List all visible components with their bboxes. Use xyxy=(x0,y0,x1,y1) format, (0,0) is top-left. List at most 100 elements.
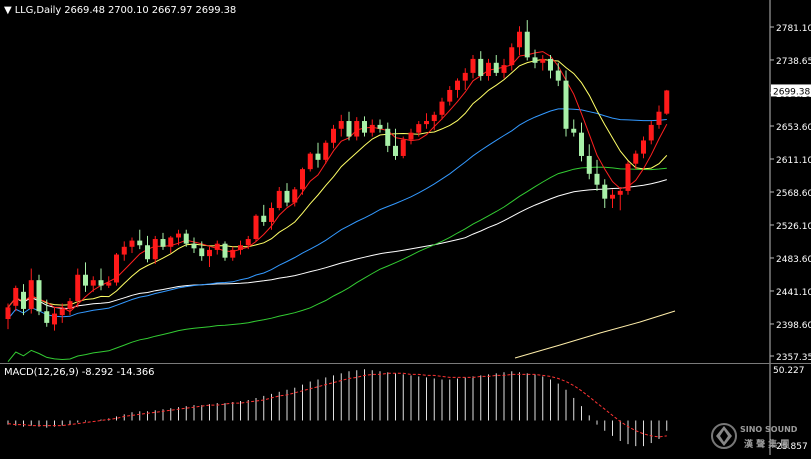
ma-blue-line xyxy=(7,108,667,320)
candle-body xyxy=(276,190,282,208)
candle-body xyxy=(617,190,623,195)
ma-cream-line xyxy=(514,310,676,359)
macd-top-label: 50.227 xyxy=(773,366,805,376)
candle-body xyxy=(176,233,181,238)
candle-body xyxy=(269,207,274,222)
candle-body xyxy=(137,240,143,246)
macd-chart: 50.227 -25.857 xyxy=(7,364,808,455)
candle-body xyxy=(354,121,360,137)
candle-body xyxy=(416,124,422,133)
price-tick-label: 2526.10 xyxy=(776,222,811,232)
price-tick-label: 2781.10 xyxy=(776,24,811,34)
candle-body xyxy=(586,155,592,174)
candle-body xyxy=(67,301,73,309)
candle-body xyxy=(532,57,538,63)
candle-body xyxy=(129,240,135,247)
candle-body xyxy=(90,280,96,286)
candle-body xyxy=(307,153,313,170)
candle-body xyxy=(431,114,437,122)
candle-body xyxy=(222,243,228,258)
macd-panel[interactable]: 50.227 -25.857 xyxy=(0,364,811,455)
ohlc-values: 2669.48 2700.10 2667.97 2699.38 xyxy=(64,5,237,16)
candle-body xyxy=(385,128,391,146)
candle-body xyxy=(447,89,453,102)
candle-body xyxy=(121,246,127,255)
candle-body xyxy=(230,249,236,258)
candle-body xyxy=(160,239,166,247)
candle-body xyxy=(292,189,298,203)
candle-body xyxy=(493,62,499,73)
price-chart-panel[interactable]: 2781.102738.652696.202653.602611.102568.… xyxy=(0,0,811,363)
candle-body xyxy=(346,121,352,137)
price-tick-label: 2653.60 xyxy=(776,123,811,133)
candle-body xyxy=(610,194,615,199)
candle-body xyxy=(168,237,174,247)
candle-body xyxy=(261,215,267,222)
candle-body xyxy=(300,169,305,190)
candle-body xyxy=(199,248,205,257)
macd-label: MACD(12,26,9) xyxy=(4,367,79,378)
candle-body xyxy=(424,121,429,125)
candle-body xyxy=(207,249,212,257)
candle-body xyxy=(44,311,50,323)
candle-body xyxy=(540,58,546,63)
candle-body xyxy=(13,287,19,306)
macd-signal-line xyxy=(7,372,667,438)
candle-body xyxy=(555,70,561,81)
logo-brand-text: SINO SOUND xyxy=(740,425,798,434)
ma-green-line xyxy=(7,166,667,363)
candle-body xyxy=(214,243,220,250)
candle-body xyxy=(462,72,468,81)
candle-body xyxy=(579,132,584,156)
candle-body xyxy=(439,101,445,115)
candle-body xyxy=(315,153,321,160)
candle-body xyxy=(338,121,344,129)
price-tick-label: 2568.60 xyxy=(776,189,811,199)
price-tick-label: 2611.10 xyxy=(776,156,811,166)
panel-divider xyxy=(0,363,811,364)
candle-body xyxy=(478,58,484,76)
candle-body xyxy=(664,90,670,114)
candle-body xyxy=(28,280,34,309)
price-tick-label: 2398.60 xyxy=(776,321,811,331)
candle-body xyxy=(641,140,646,154)
candle-body xyxy=(509,47,515,66)
candle-body xyxy=(284,190,290,203)
ma-white-line xyxy=(7,179,667,309)
candle-body xyxy=(106,282,112,286)
candle-body xyxy=(571,128,577,133)
candle-body xyxy=(656,111,662,125)
candle-body xyxy=(362,121,367,133)
macd-bottom-label: -25.857 xyxy=(773,442,808,452)
candle-body xyxy=(21,291,26,309)
logo-emblem-icon xyxy=(711,423,737,449)
current-price-label: 2699.38 xyxy=(773,87,810,97)
candle-body xyxy=(98,280,104,286)
candle-body xyxy=(369,124,375,133)
price-tick-label: 2357.35 xyxy=(776,353,811,363)
candle-body xyxy=(323,142,329,160)
candle-body xyxy=(36,280,42,312)
candle-body xyxy=(183,233,189,244)
candle-body xyxy=(501,65,507,73)
candle-body xyxy=(75,274,81,302)
sino-sound-logo: SINO SOUND 漢 聲 集 團 xyxy=(711,423,798,450)
candle-body xyxy=(602,184,608,199)
candle-body xyxy=(59,308,65,316)
symbol-label: LLG,Daily xyxy=(14,5,62,16)
candle-body xyxy=(377,124,383,129)
price-tick-label: 2483.60 xyxy=(776,255,811,265)
candle-body xyxy=(548,58,553,71)
candle-body xyxy=(470,58,476,73)
candle-body xyxy=(245,239,251,246)
chart-header: ▼ LLG,Daily 2669.48 2700.10 2667.97 2699… xyxy=(4,5,236,16)
macd-header: MACD(12,26,9) -8.292 -14.366 xyxy=(4,367,154,378)
price-tick-label: 2738.65 xyxy=(776,57,811,67)
candle-body xyxy=(408,132,414,140)
candle-body xyxy=(52,313,57,325)
current-price-tag xyxy=(771,84,811,97)
candle-body xyxy=(83,274,88,286)
candle-body xyxy=(5,307,11,320)
candle-body xyxy=(400,139,406,156)
dropdown-triangle-icon[interactable]: ▼ xyxy=(4,5,12,16)
